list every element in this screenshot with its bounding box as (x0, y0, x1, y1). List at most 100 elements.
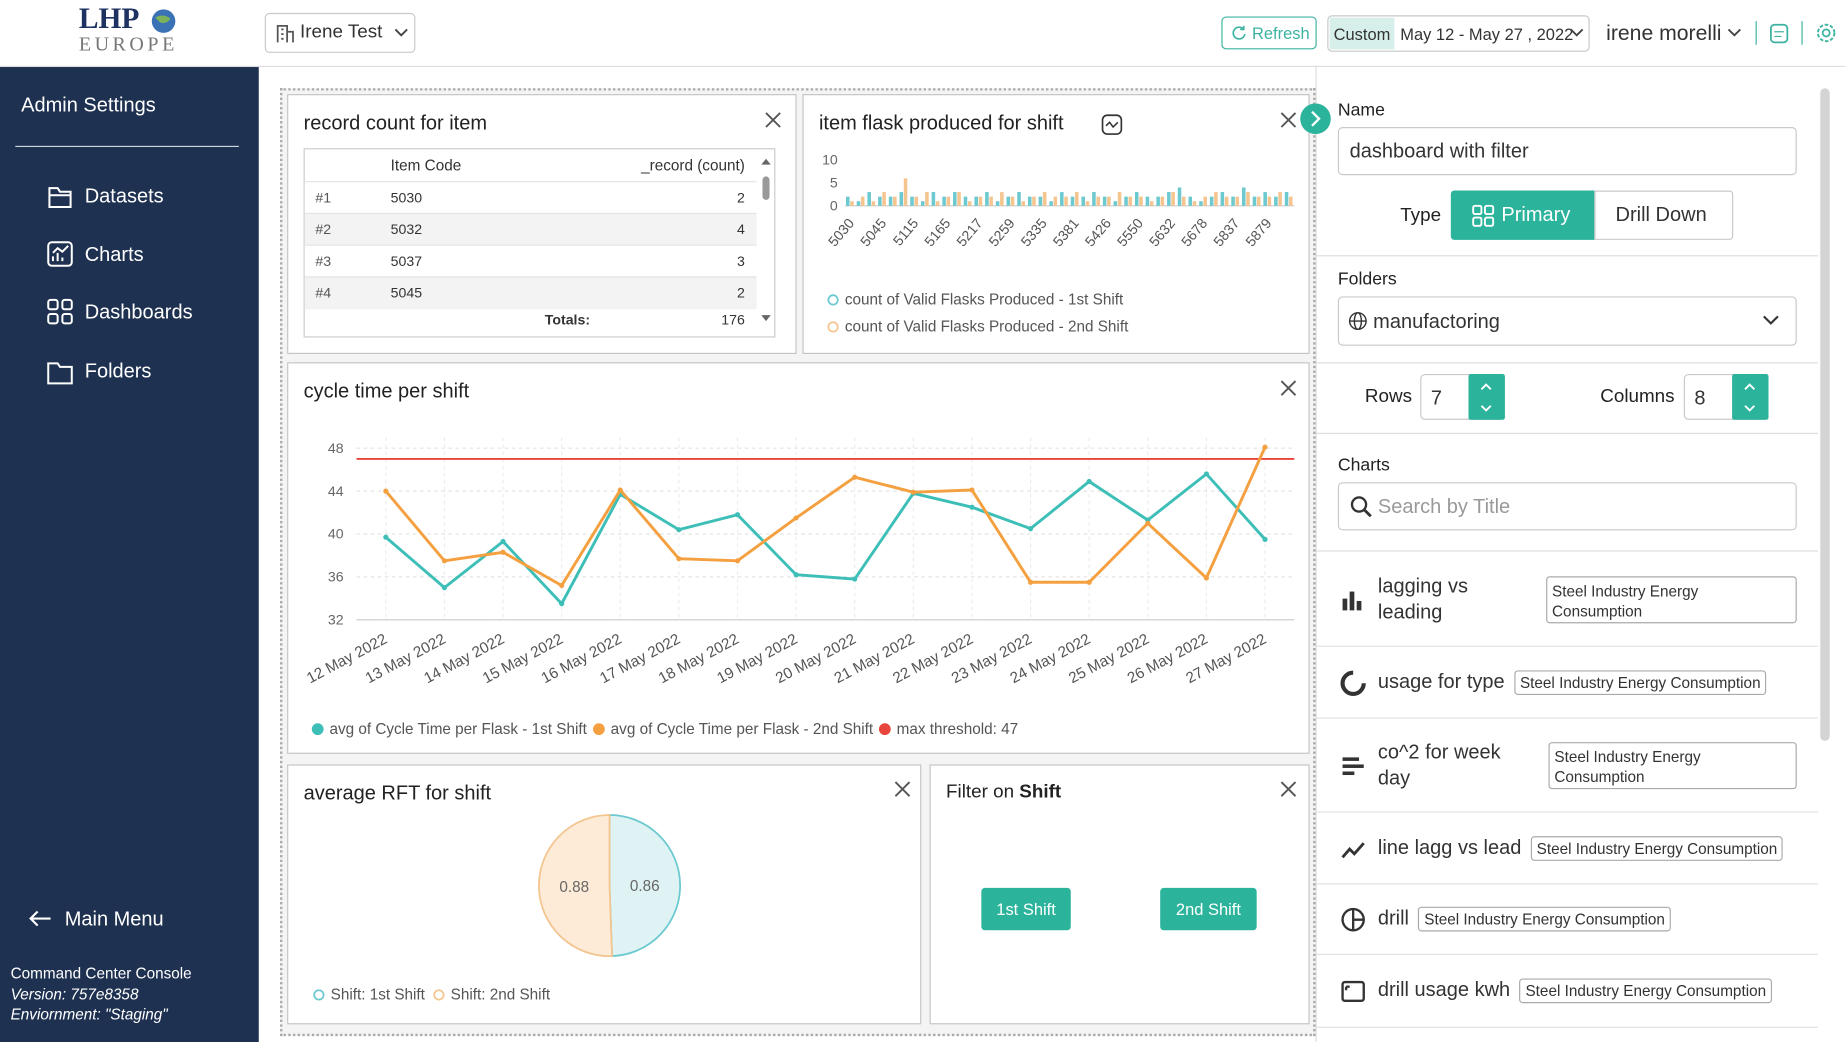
chart-list-item[interactable] (1316, 884, 1818, 955)
dataset-badge: Steel Industry Energy Consumption (1418, 906, 1671, 932)
chart-list-item[interactable] (1316, 955, 1818, 1028)
nav-item[interactable]: Datasets (84, 184, 164, 207)
cell: 2 (736, 284, 745, 302)
dataset-badge: Steel Industry Energy Consumption (1514, 669, 1767, 695)
nav-icons (47, 187, 73, 385)
spinner[interactable] (1468, 373, 1505, 420)
divider (1755, 21, 1757, 45)
settings-icon[interactable] (1814, 21, 1838, 45)
widget-title: average RFT for shift (303, 782, 492, 805)
cell: 5032 (390, 221, 423, 238)
table (303, 148, 776, 338)
sidebar-title: Admin Settings (21, 94, 156, 117)
dataset-badge: Steel Industry Energy Consumption (1519, 978, 1772, 1004)
divider (1315, 255, 1818, 257)
refresh-icon (1232, 25, 1246, 40)
folder-select[interactable] (1337, 296, 1797, 346)
footer-line: Version: 757e8358 (10, 985, 139, 1004)
workspace: Irene Test (300, 22, 383, 43)
logo-globe (151, 9, 176, 33)
totals-label: Totals: (544, 311, 591, 329)
nav-item[interactable]: Charts (84, 243, 144, 266)
name-value: dashboard with filter (1349, 139, 1529, 163)
widget-title: cycle time per shift (303, 379, 470, 403)
collapse-button[interactable] (1298, 101, 1333, 136)
logo-sub: EUROPE (78, 32, 178, 56)
divider (1315, 362, 1818, 364)
divider (15, 145, 239, 148)
divider (1315, 550, 1818, 552)
cell: 5037 (390, 252, 423, 270)
date-range: May 12 - May 27 , 2022 (1400, 24, 1574, 44)
type-primary[interactable] (1450, 190, 1595, 240)
refresh-label: Refresh (1251, 23, 1310, 43)
notes-icon[interactable] (1767, 21, 1791, 45)
chart-list-item[interactable] (1316, 552, 1818, 647)
chart-type-icon[interactable] (1100, 113, 1124, 137)
cell: 4 (736, 221, 745, 238)
row-index: #2 (315, 221, 332, 238)
chart-type-icon (1342, 590, 1362, 610)
chart-title: usage for type (1377, 669, 1505, 693)
folder-value: manufactoring (1373, 310, 1500, 333)
nav-item[interactable]: Dashboards (84, 301, 193, 324)
cell: 5030 (390, 189, 423, 206)
dataset-badge: Steel Industry Energy Consumption (1530, 835, 1784, 861)
chart-type-icon (1342, 757, 1364, 776)
field-label: Rows (1364, 386, 1413, 407)
workspace-select[interactable] (264, 12, 416, 53)
chart-title: co^2 for week day (1377, 740, 1501, 790)
chart-title: line lagg vs lead (1377, 835, 1522, 858)
user-name[interactable]: irene morelli (1606, 21, 1722, 45)
dataset-badge: Steel Industry Energy Consumption (1546, 575, 1797, 623)
filter-title: Filter on (946, 782, 1015, 803)
main-menu[interactable]: Main Menu (64, 907, 164, 931)
totals-value: 176 (721, 311, 745, 329)
search-input[interactable] (1337, 482, 1797, 531)
table-row (304, 244, 757, 278)
globe-icon (1348, 312, 1367, 331)
type-option: Drill Down (1615, 203, 1707, 226)
chevron (1570, 28, 1584, 37)
table-scrollbar[interactable] (758, 153, 774, 329)
filter-option[interactable]: 2nd Shift (1160, 887, 1257, 931)
chart-list-item[interactable] (1316, 813, 1818, 885)
chevron (1763, 315, 1779, 325)
dashboard-icon (1472, 204, 1495, 227)
chart-list-item[interactable] (1316, 647, 1818, 719)
divider (1315, 432, 1818, 434)
table-row (304, 212, 757, 246)
column-header: Item Code (390, 156, 462, 175)
widget: cycle time per shift (287, 362, 1310, 754)
chart-title: lagging vs leading (1377, 574, 1468, 623)
chart-list-item[interactable] (1316, 719, 1818, 813)
field-label: Columns (1600, 386, 1675, 407)
nav-item[interactable]: Folders (84, 359, 152, 383)
table-row (304, 276, 757, 310)
chevron (394, 28, 408, 37)
sidebar (0, 67, 259, 1042)
row-index: #1 (315, 189, 332, 206)
row-index: #4 (315, 284, 332, 302)
filter-option[interactable]: 1st Shift (981, 887, 1071, 931)
spinner[interactable] (1732, 373, 1769, 420)
widget-title: item flask produced for shift (818, 111, 1064, 135)
filter-field: Shift (1019, 782, 1062, 803)
name-input[interactable] (1337, 127, 1797, 176)
cell: 3 (736, 252, 745, 270)
column-header: _record (count) (641, 156, 745, 175)
panel-scrollbar[interactable] (1820, 88, 1830, 741)
dataset-badge: Steel Industry Energy Consumption (1548, 742, 1797, 790)
search-icon (1350, 496, 1372, 518)
rows-value: 7 (1430, 386, 1442, 410)
chevron (1727, 28, 1741, 37)
refresh-button[interactable] (1221, 16, 1317, 50)
cell: 5045 (390, 284, 423, 302)
chart-type-icon (1341, 907, 1365, 932)
type-drill[interactable] (1594, 190, 1734, 240)
logo: LHP (78, 3, 140, 36)
type-option: Primary (1501, 203, 1571, 226)
table-row (304, 181, 757, 215)
building-icon (276, 24, 294, 43)
